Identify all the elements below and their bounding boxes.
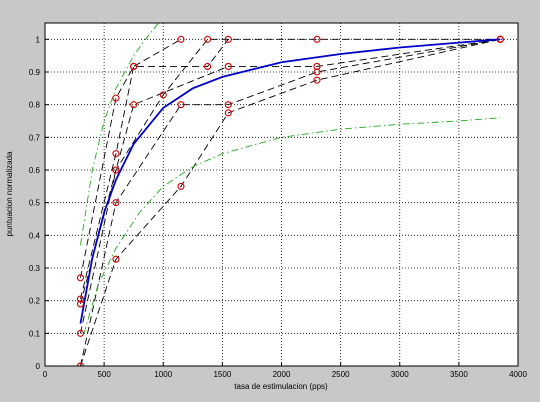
x-tick-label: 0 [43,370,48,379]
data-point [224,101,232,109]
y-tick-label: 0.9 [29,68,41,77]
data-point [177,35,185,43]
data-point [76,329,85,337]
series-line [80,38,501,305]
data-point [76,300,85,308]
x-tick-label: 3500 [450,370,468,379]
series-line [80,39,229,300]
y-tick-label: 0.1 [29,329,41,338]
data-point [112,166,120,174]
x-tick-label: 2500 [332,370,350,379]
data-point [76,274,85,282]
series-line [80,23,159,246]
series-line [80,38,182,278]
data-point [496,35,504,43]
data-point [224,109,232,117]
x-tick-label: 2000 [273,370,291,379]
x-axis-label: tasa de estimulacion (pps) [234,382,328,391]
data-point [130,101,138,109]
data-point [177,101,185,109]
x-tick-label: 1000 [154,370,172,379]
y-tick-label: 1 [36,35,41,44]
data-point [177,182,185,190]
data-point [313,35,321,43]
data-point [112,255,120,263]
grid [44,23,519,367]
y-tick-label: 0.7 [29,133,41,142]
y-tick-label: 0.6 [29,166,41,175]
data-point [224,62,232,70]
x-tick-label: 1500 [213,370,231,379]
data-point [76,362,85,366]
y-tick-label: 0.8 [29,101,41,110]
series-line [83,117,501,334]
y-tick-label: 0.3 [29,264,41,273]
y-axis-label: puntuacion normalizada [5,151,14,236]
data-point [112,94,120,102]
y-tick-label: 0.2 [29,297,41,306]
series-line [80,38,501,334]
data-point [76,295,85,303]
data-point [130,62,138,70]
x-tick-label: 4000 [509,370,527,379]
data-point [204,35,212,43]
series-line [80,38,501,366]
x-tick-label: 3000 [391,370,409,379]
data-point [112,199,120,207]
data-point [313,68,321,76]
x-tick-label: 500 [97,370,111,379]
data-point [112,150,120,158]
data-point [224,35,232,43]
data-point [159,91,167,99]
series-line [80,38,501,366]
plot [76,23,504,366]
data-point [204,62,212,70]
y-tick-label: 0.4 [29,231,41,240]
series-line [79,38,501,324]
y-tick-label: 0.5 [29,199,41,208]
y-tick-label: 0 [36,362,41,371]
data-point [313,76,321,84]
